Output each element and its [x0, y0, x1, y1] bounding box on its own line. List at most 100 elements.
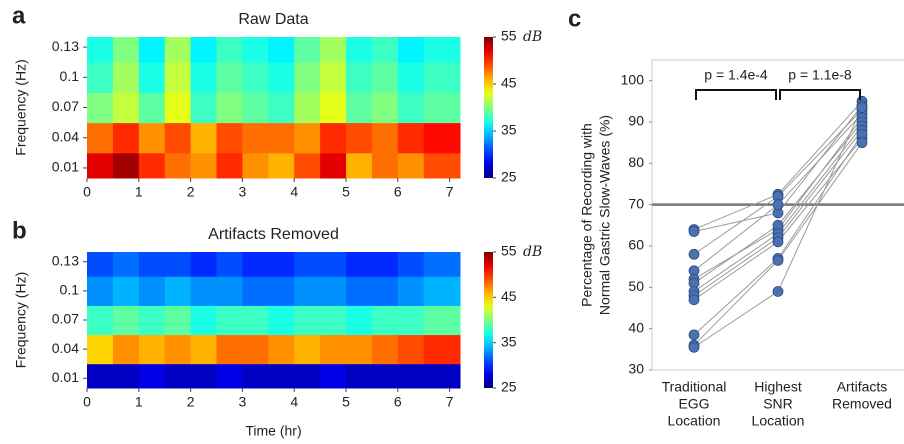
heatmap-cell: [346, 122, 373, 154]
heatmap-cell: [320, 363, 347, 389]
heatmap-cell: [190, 152, 218, 179]
heatmap-cell: [242, 62, 269, 93]
x-tick-label: Artifacts: [837, 379, 888, 395]
heatmap-cell: [216, 122, 243, 154]
heatmap-cell: [294, 252, 321, 277]
heatmap-cell: [112, 92, 140, 124]
data-point: [772, 199, 784, 211]
colorbar-tick-label: 35: [501, 122, 517, 138]
y-axis-label: Frequency (Hz): [13, 59, 29, 155]
data-point: [856, 137, 868, 149]
colorbar-tick-label: 25: [501, 379, 517, 395]
heatmap-cell: [320, 305, 347, 336]
heatmap-cell: [371, 152, 399, 179]
p-value: p = 1.4e-4: [704, 67, 768, 83]
heatmap-cell: [242, 305, 269, 336]
heatmap-cell: [164, 363, 192, 389]
significance-bracket: [695, 89, 777, 100]
heatmap-cell: [87, 122, 114, 154]
heatmap-cell: [216, 37, 243, 63]
heatmap-cell: [423, 122, 461, 154]
data-point: [688, 341, 700, 353]
panel-label: c: [568, 5, 581, 32]
heatmap-cell: [216, 62, 243, 93]
heatmap-cell: [190, 92, 218, 124]
heatmap-cell: [268, 122, 295, 154]
heatmap-cell: [397, 62, 425, 93]
heatmap-cell: [190, 276, 218, 306]
x-tick-label: 7: [446, 394, 454, 410]
heatmap-cell: [294, 363, 321, 389]
y-tick-label: 70: [628, 195, 644, 211]
heatmap-cell: [397, 334, 425, 365]
heatmap-cell: [242, 92, 269, 124]
heatmap-cell: [371, 37, 399, 63]
heatmap-cell: [371, 62, 399, 93]
heatmap-cell: [190, 62, 218, 93]
heatmap-cell: [164, 122, 192, 154]
heatmap-cell: [346, 363, 373, 389]
colorbar: [484, 252, 493, 388]
heatmap-cell: [216, 334, 243, 365]
heatmap-cell: [112, 152, 140, 179]
heatmap-cell: [138, 252, 166, 277]
heatmap-cell: [190, 363, 218, 389]
heatmap-cell: [346, 305, 373, 336]
x-tick-label: 5: [342, 184, 350, 200]
heatmap-cell: [397, 305, 425, 336]
heatmap-cell: [242, 122, 269, 154]
heatmap-cell: [87, 37, 114, 63]
heatmap-cell: [423, 334, 461, 365]
x-tick-label: 1: [135, 184, 143, 200]
heatmap-cell: [294, 62, 321, 93]
x-tick-label: 1: [135, 394, 143, 410]
colorbar-tick-label: 45: [501, 288, 517, 304]
x-tick-label: 4: [290, 184, 298, 200]
y-axis-label: Percentage of Recording with: [579, 123, 595, 307]
heatmap-cell: [294, 37, 321, 63]
y-tick-label: 0.1: [60, 282, 80, 298]
heatmap-cell: [112, 122, 140, 154]
heatmap-cell: [112, 363, 140, 389]
colorbar-tick-label: 45: [501, 75, 517, 91]
x-tick-label: 7: [446, 184, 454, 200]
y-tick-label: 0.13: [52, 38, 79, 54]
heatmap-cell: [138, 276, 166, 306]
heatmap-cell: [268, 276, 295, 306]
significance-bracket: [779, 89, 861, 100]
heatmap-cell: [112, 276, 140, 306]
heatmap-cell: [320, 92, 347, 124]
y-tick-label: 40: [628, 319, 644, 335]
heatmap-cell: [87, 305, 114, 336]
heatmap-cell: [138, 305, 166, 336]
heatmap-cell: [423, 252, 461, 277]
heatmap-cell: [371, 122, 399, 154]
heatmap-cell: [294, 152, 321, 179]
heatmap-cell: [397, 276, 425, 306]
y-tick-label: 90: [628, 113, 644, 129]
data-point: [688, 248, 700, 260]
data-point: [772, 236, 784, 248]
y-tick-label: 60: [628, 237, 644, 253]
heatmap-cell: [164, 152, 192, 179]
heatmap-cell: [190, 37, 218, 63]
heatmap-cell: [138, 363, 166, 389]
heatmap-cell: [190, 252, 218, 277]
heatmap-cell: [242, 37, 269, 63]
heatmap-cell: [397, 122, 425, 154]
heatmap-cell: [423, 62, 461, 93]
heatmap-cell: [371, 334, 399, 365]
heatmap-cell: [320, 62, 347, 93]
heatmap-cell: [268, 305, 295, 336]
heatmap-cell: [138, 334, 166, 365]
heatmap-cell: [423, 92, 461, 124]
heatmap-cell: [346, 62, 373, 93]
heatmap-cell: [320, 276, 347, 306]
heatmap-cell: [397, 37, 425, 63]
heatmap-cell: [320, 152, 347, 179]
y-tick-label: 0.01: [52, 369, 79, 385]
heatmap-cell: [268, 62, 295, 93]
y-tick-label: 80: [628, 154, 644, 170]
x-tick-label: 0: [83, 394, 91, 410]
